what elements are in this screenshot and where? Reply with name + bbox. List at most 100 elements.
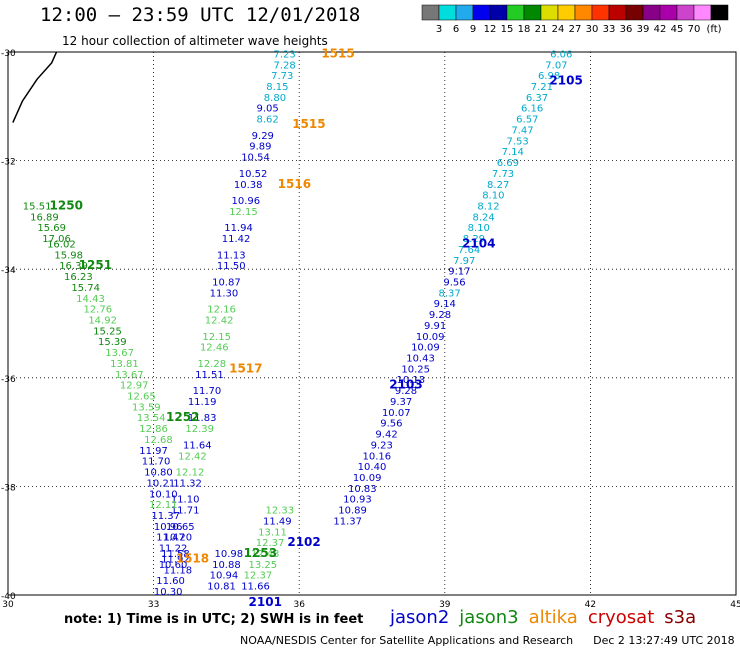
wave-height-value: 12.39: [185, 424, 214, 435]
wave-height-value: 10.60: [159, 560, 188, 571]
wave-height-value: 7.53: [506, 136, 528, 147]
wave-height-value: 8.80: [264, 93, 286, 104]
wave-height-value: 11.83: [188, 413, 217, 424]
wave-height-value: 10.40: [358, 462, 387, 473]
wave-height-points: 7.237.287.738.158.809.058.629.299.8910.5…: [23, 49, 573, 598]
x-tick-label: 36: [293, 600, 305, 610]
wave-height-value: 9.37: [390, 397, 412, 408]
colorbar: 3 6 9 12 15 18 21 24 27 30 33 36 39 42 45 70 (ft): [421, 4, 729, 35]
wave-height-value: 10.81: [207, 582, 236, 593]
page-title: 12:00 – 23:59 UTC 12/01/2018: [40, 4, 361, 26]
altimeter-map[interactable]: 30 33 36 39 42 45 -30-32-34-36-38-40 7.237.28…: [0, 0, 740, 612]
wave-height-value: 9.05: [257, 104, 279, 115]
wave-height-value: 8.62: [257, 115, 279, 126]
wave-height-value: 6.16: [521, 104, 543, 115]
wave-height-value: 9.28: [395, 386, 417, 397]
wave-height-value: 11.37: [333, 516, 362, 527]
wave-height-value: 7.97: [453, 256, 475, 267]
colorbar-unit: (ft): [706, 24, 721, 35]
wave-height-value: 10.10: [149, 489, 178, 500]
wave-height-value: 10.94: [210, 571, 239, 582]
wave-height-value: 12.68: [144, 435, 173, 446]
wave-height-value: 10.09: [416, 332, 445, 343]
wave-height-value: 9.56: [443, 277, 465, 288]
colorbar-labels: 3 6 9 12 15 18 21 24 27 30 33 36 39 42 45 70: [436, 24, 701, 35]
wave-height-value: 13.25: [248, 560, 277, 571]
wave-height-value: 15.69: [37, 223, 66, 234]
x-tick-label: 42: [585, 600, 596, 610]
x-tick-label: 30: [2, 600, 14, 610]
wave-height-value: 6.06: [550, 49, 572, 60]
wave-height-value: 11.10: [171, 495, 200, 506]
wave-height-value: 10.96: [154, 522, 183, 533]
y-tick-label: -36: [1, 375, 16, 385]
wave-height-value: 11.19: [188, 397, 217, 408]
wave-height-value: 16.02: [47, 239, 76, 250]
pass-time-label: 1517: [229, 361, 262, 375]
wave-height-value: 12.86: [139, 424, 168, 435]
wave-height-value: 15.39: [98, 337, 127, 348]
wave-height-value: 9.89: [249, 142, 271, 153]
wave-height-value: 10.83: [348, 484, 377, 495]
wave-height-value: 10.52: [239, 169, 268, 180]
wave-height-value: 10.65: [166, 522, 195, 533]
wave-height-value: 13.81: [110, 359, 139, 370]
colorbar-label: 42: [654, 24, 667, 35]
wave-height-value: 10.89: [338, 506, 367, 517]
y-tick-labels: -30 -32 -34 -36 -38 -40: [1, 49, 16, 602]
y-tick-label: -30: [1, 49, 16, 59]
pass-time-label: 2101: [249, 595, 282, 609]
wave-height-value: 8.10: [468, 223, 490, 234]
wave-height-value: 14.92: [88, 316, 117, 327]
pass-labels: 1515 1515 1516 1517 1518 1250 1251 1252 1253 2105…: [50, 46, 583, 608]
wave-height-value: 12.42: [205, 316, 234, 327]
wave-height-value: 16.23: [64, 272, 93, 283]
pass-time-label: 1515: [321, 46, 354, 60]
x-tick-label: 45: [730, 600, 740, 610]
wave-height-value: 7.21: [531, 82, 553, 93]
pass-time-label: 2103: [389, 378, 422, 392]
pass-time-label: 2105: [549, 74, 582, 88]
wave-height-value: 11.37: [151, 511, 180, 522]
wave-height-value: 7.07: [545, 60, 567, 71]
wave-height-value: 6.98: [538, 71, 560, 82]
wave-height-value: 12.37: [244, 571, 273, 582]
wave-height-value: 12.15: [229, 207, 258, 218]
wave-height-value: 11.70: [142, 457, 171, 468]
wave-height-value: 6.69: [497, 158, 519, 169]
wave-height-value: 12.37: [256, 538, 285, 549]
colorbar-label: 27: [569, 24, 582, 35]
wave-height-value: 10.43: [406, 354, 435, 365]
wave-height-value: 6.37: [526, 93, 548, 104]
wave-height-value: 12.43: [251, 549, 280, 560]
wave-height-value: 15.74: [71, 283, 100, 294]
wave-height-value: 12.16: [207, 305, 236, 316]
pass-time-label: 1518: [176, 551, 209, 565]
wave-height-value: 8.27: [487, 180, 509, 191]
wave-height-value: 13.67: [115, 370, 144, 381]
wave-height-value: 10.21: [147, 478, 176, 489]
wave-height-value: 10.07: [382, 408, 411, 419]
page-subtitle: 12 hour collection of altimeter wave hei…: [62, 34, 328, 48]
credit-org: NOAA/NESDIS Center for Satellite Applica…: [240, 634, 574, 647]
x-tick-label: 39: [439, 600, 451, 610]
wave-height-value: 8.15: [266, 82, 288, 93]
wave-height-value: 17.06: [42, 234, 71, 245]
wave-height-value: 12.28: [198, 359, 227, 370]
wave-height-value: 12.46: [200, 343, 229, 354]
colorbar-label: 12: [484, 24, 497, 35]
colorbar-label: 36: [620, 24, 633, 35]
colorbar-label: 24: [552, 24, 565, 35]
wave-height-value: 11.49: [263, 516, 292, 527]
wave-height-value: 16.39: [59, 261, 88, 272]
wave-height-value: 12.33: [265, 506, 294, 517]
wave-height-value: 7.23: [274, 49, 296, 60]
wave-height-value: 10.16: [363, 451, 392, 462]
wave-height-value: 12.65: [127, 392, 156, 403]
wave-height-value: 15.25: [93, 326, 122, 337]
colorbar-label: 6: [453, 24, 459, 35]
wave-height-value: 12.15: [202, 332, 231, 343]
wave-height-value: 7.14: [502, 147, 524, 158]
wave-height-value: 10.87: [212, 277, 241, 288]
pass-time-label: 2102: [287, 535, 320, 549]
